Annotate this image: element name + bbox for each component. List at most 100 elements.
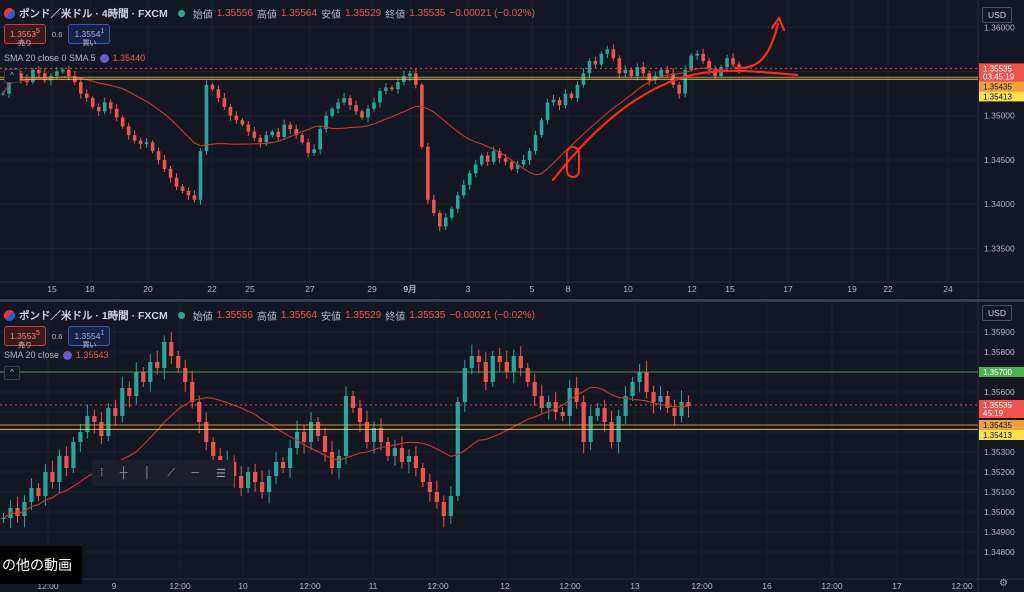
candle-body: [441, 502, 446, 516]
candle-body: [280, 462, 286, 468]
price-tick-label: 1.35200: [984, 467, 1015, 477]
indicator-settings-icon[interactable]: [99, 53, 109, 63]
crosshair-icon[interactable]: ┼: [119, 467, 128, 479]
candle-body: [204, 84, 209, 152]
date-tick-label: 22: [883, 284, 893, 294]
price-chart-4h[interactable]: 1.360001.355001.350001.345001.340001.335…: [0, 0, 1024, 300]
date-tick-label: 12:00: [821, 581, 843, 591]
candle-body: [287, 448, 293, 468]
sell-label: 売り: [18, 39, 32, 47]
candle-body: [372, 102, 376, 109]
hand-drawn-arrow: [733, 22, 780, 70]
close-label: 終値: [385, 10, 406, 21]
candle-body: [258, 137, 263, 143]
date-tick-label: 20: [143, 284, 153, 294]
candle-body: [239, 476, 244, 488]
price-tick-label: 1.35100: [984, 487, 1015, 497]
date-tick-label: 12:00: [169, 581, 191, 591]
horizontal-ray-icon[interactable]: ─: [191, 467, 200, 479]
candle-body: [108, 102, 113, 109]
candle-body: [90, 98, 95, 107]
candle-body: [413, 456, 418, 468]
high-label: 高値: [256, 312, 277, 323]
candle-body: [560, 412, 565, 416]
date-tick-label: 24: [943, 284, 953, 294]
candle-body: [216, 89, 221, 99]
candle-body: [364, 422, 370, 442]
low-label: 安値: [321, 10, 342, 21]
indicator-settings-icon[interactable]: [63, 350, 73, 360]
indicator-legend[interactable]: SMA 20 close 1.35543: [4, 350, 109, 360]
candle-body: [348, 98, 352, 106]
sell-button[interactable]: 1.35535 売り: [4, 326, 46, 349]
buy-button[interactable]: 1.35541 買い: [68, 24, 111, 47]
price-tag-label: 1.35700: [983, 368, 1012, 377]
candle-body: [252, 131, 257, 138]
price-tick-label: 1.35600: [984, 387, 1015, 397]
candle-body: [396, 82, 400, 90]
candle-body: [406, 456, 412, 462]
indicator-name: SMA 20 close: [4, 350, 60, 360]
candle-body: [503, 158, 508, 162]
candle-body: [276, 131, 281, 137]
buy-button[interactable]: 1.35541 買い: [68, 326, 111, 349]
candle-body: [497, 356, 502, 362]
trade-buttons: 1.35535 売り 0.6 1.35541 買い: [4, 326, 111, 349]
sell-button[interactable]: 1.35535 売り: [4, 24, 46, 47]
collapse-legend-button[interactable]: ^: [4, 366, 20, 380]
price-tick-label: 1.35000: [984, 111, 1015, 121]
candle-body: [246, 472, 251, 488]
price-tag: [979, 81, 1024, 92]
vertical-line-icon[interactable]: │: [144, 467, 151, 479]
candle-body: [114, 108, 119, 118]
high-label: 高値: [256, 10, 277, 21]
collapse-legend-button[interactable]: ^: [4, 69, 20, 83]
candle-body: [455, 402, 460, 496]
trend-line-icon[interactable]: ⟋: [167, 466, 176, 479]
candle-body: [479, 155, 484, 165]
symbol-title[interactable]: ポンド／米ドル · 4時間 · FXCM: [19, 8, 168, 20]
date-tick-label: 12:00: [559, 581, 581, 591]
candle-body: [637, 372, 642, 382]
date-tick-label: 8: [566, 284, 571, 294]
candle-body: [384, 87, 388, 91]
high-value: 1.35564: [280, 310, 318, 321]
hand-drawn-curve: [551, 69, 799, 182]
buy-label: 買い: [82, 39, 97, 47]
buy-price: 1.3554: [74, 28, 101, 39]
date-tick-label: 13: [630, 581, 640, 591]
line-style-icon[interactable]: ☰: [215, 467, 226, 480]
chart-pane-1h[interactable]: 1.359001.358001.357001.356001.355001.354…: [0, 302, 1024, 592]
candle-body: [659, 69, 664, 76]
candle-body: [539, 120, 544, 136]
drag-handle-icon[interactable]: ⁞: [100, 467, 104, 479]
currency-selector[interactable]: USD: [982, 305, 1012, 321]
price-tag: [979, 63, 1024, 82]
price-chart-1h[interactable]: 1.359001.358001.357001.356001.355001.354…: [0, 302, 1024, 592]
price-tag: [979, 367, 1024, 377]
candle-body: [232, 462, 237, 476]
candle-body: [701, 53, 705, 61]
symbol-title[interactable]: ポンド／米ドル · 1時間 · FXCM: [19, 310, 168, 322]
indicator-legend[interactable]: SMA 20 close 0 SMA 5 1.35440: [4, 53, 145, 63]
currency-selector[interactable]: USD: [982, 7, 1012, 23]
candle-body: [623, 69, 628, 74]
candle-body: [630, 382, 635, 396]
candle-body: [55, 71, 59, 76]
candle-body: [240, 120, 245, 125]
candle-body: [617, 58, 622, 74]
candle-body: [78, 82, 83, 94]
date-tick-label: 3: [466, 284, 471, 294]
date-tick-label: 12:00: [951, 581, 973, 591]
candle-body: [150, 142, 155, 152]
candle-body: [106, 408, 111, 436]
sell-price-sup: 5: [36, 329, 40, 337]
candle-body: [567, 388, 572, 416]
video-caption[interactable]: の他の動画: [0, 546, 82, 584]
settings-gear-icon[interactable]: ⚙: [999, 578, 1008, 589]
candle-body: [563, 93, 568, 106]
pane-divider[interactable]: [0, 299, 1024, 302]
candle-body: [518, 356, 523, 368]
candle-body: [420, 468, 425, 482]
chart-pane-4h[interactable]: 1.360001.355001.350001.345001.340001.335…: [0, 0, 1024, 300]
